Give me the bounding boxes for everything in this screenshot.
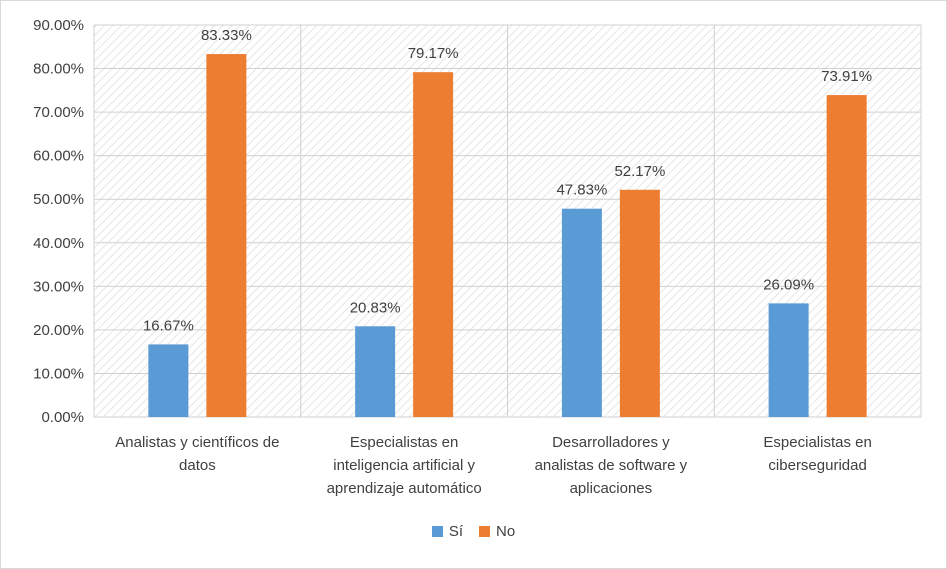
category-label: Especialistas en	[350, 434, 458, 451]
bar-si	[768, 303, 809, 417]
y-tick-label: 10.00%	[33, 365, 84, 382]
legend-swatch-no	[479, 526, 490, 537]
y-tick-label: 20.00%	[33, 322, 84, 339]
category-label: datos	[179, 457, 216, 474]
category-label: ciberseguridad	[768, 457, 866, 474]
legend-label-si: Sí	[448, 523, 463, 540]
y-tick-label: 60.00%	[33, 148, 84, 165]
legend-swatch-si	[431, 526, 443, 537]
bar-no	[413, 72, 454, 418]
bars	[148, 54, 867, 418]
category-label: Especialistas en	[763, 434, 871, 451]
legend-label-no: No	[496, 523, 516, 540]
bar-si	[561, 208, 602, 417]
data-label: 16.67%	[143, 317, 194, 334]
data-label: 83.33%	[201, 27, 252, 44]
bar-no	[619, 189, 660, 417]
legend-item-no: No	[479, 523, 515, 540]
data-labels: 16.67% 20.83% 47.83% 26.09% 83.33% 79.17% 52.1…	[143, 27, 872, 334]
category-label: analistas de software y	[535, 457, 688, 474]
category-label: Desarrolladores y	[552, 434, 670, 451]
y-tick-label: 90.00%	[33, 17, 84, 34]
y-tick-label: 0.00%	[41, 409, 84, 426]
bar-si	[148, 344, 189, 417]
category-label: inteligencia artificial y	[333, 457, 475, 474]
y-tick-label: 50.00%	[33, 191, 84, 208]
data-label: 73.91%	[821, 68, 872, 85]
bar-si	[355, 326, 396, 417]
y-tick-label: 80.00%	[33, 61, 84, 78]
data-label: 47.83%	[556, 182, 607, 199]
data-label: 79.17%	[408, 45, 459, 62]
bar-no	[206, 54, 247, 418]
y-tick-label: 30.00%	[33, 278, 84, 295]
data-label: 20.83%	[350, 299, 401, 316]
legend-item-si: Sí	[431, 523, 463, 540]
y-tick-label: 40.00%	[33, 235, 84, 252]
category-label: Analistas y científicos de	[115, 434, 279, 451]
legend: Sí No	[1, 523, 946, 540]
category-label: aprendizaje automático	[327, 480, 482, 497]
data-label: 26.09%	[763, 276, 814, 293]
data-label: 52.17%	[614, 163, 665, 180]
bar-no	[826, 95, 867, 418]
y-axis-ticks: 0.00% 10.00% 20.00% 30.00% 40.00% 50.00% 60.00…	[33, 17, 84, 426]
y-tick-label: 70.00%	[33, 104, 84, 121]
bar-chart: 0.00% 10.00% 20.00% 30.00% 40.00% 50.00% 60.00…	[33, 17, 922, 497]
category-label: aplicaciones	[570, 480, 653, 497]
category-labels: Analistas y científicos de datos Especiali…	[115, 434, 872, 497]
